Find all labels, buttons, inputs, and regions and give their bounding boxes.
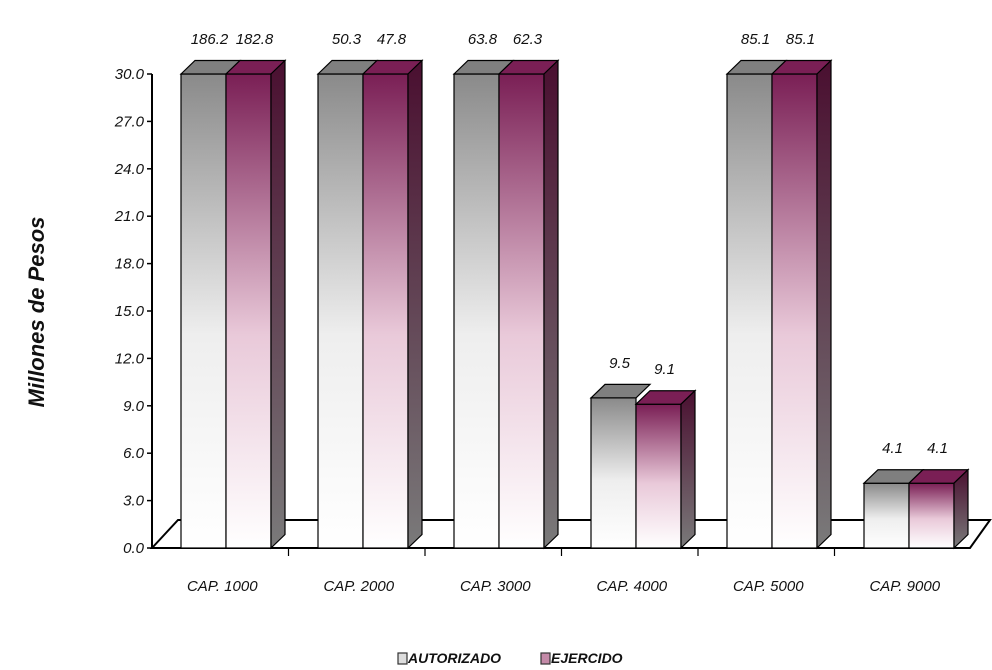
labels-layer: 186.2 182.8 50.3 47.8 63.8 62.3 9.5 9.1 85.1 85.1… xyxy=(191,31,948,457)
y-tick-label: 15.0 xyxy=(115,303,145,320)
x-tick-label: CAP. 4000 xyxy=(596,578,667,595)
x-tick-label: CAP. 2000 xyxy=(323,578,394,595)
bar xyxy=(634,389,697,550)
legend-label-ejercido: EJERCIDO xyxy=(551,650,623,666)
y-tick-label: 27.0 xyxy=(114,113,145,130)
data-label: 9.1 xyxy=(654,361,675,378)
bar xyxy=(179,59,242,549)
bar-side xyxy=(953,468,969,550)
bar xyxy=(770,59,833,550)
bar-front xyxy=(863,482,910,549)
bar-front xyxy=(908,482,955,549)
y-axis-label: Millones de Pesos xyxy=(24,217,49,408)
data-label: 4.1 xyxy=(927,440,948,457)
bar-front xyxy=(726,73,773,549)
bar xyxy=(452,59,515,549)
bar xyxy=(907,468,970,550)
bar-front xyxy=(225,73,272,549)
x-tick-label: CAP. 9000 xyxy=(869,578,940,595)
bar xyxy=(316,59,379,549)
data-label: 85.1 xyxy=(741,31,770,48)
y-tick-label: 21.0 xyxy=(114,208,145,225)
bar-top xyxy=(589,383,652,399)
y-tick-label: 0.0 xyxy=(123,540,145,557)
data-label: 50.3 xyxy=(332,31,362,48)
bar-front xyxy=(317,73,364,549)
bar-front xyxy=(771,73,818,549)
x-tick-label: CAP. 5000 xyxy=(733,578,804,595)
bar xyxy=(497,59,560,550)
x-tick-label: CAP. 3000 xyxy=(460,578,531,595)
bar xyxy=(862,469,925,549)
y-tick-label: 9.0 xyxy=(123,398,145,415)
data-label: 182.8 xyxy=(236,31,274,48)
bar-side xyxy=(816,59,832,550)
data-label: 4.1 xyxy=(882,440,903,457)
y-tick-label: 30.0 xyxy=(115,66,145,83)
legend-label-autorizado: AUTORIZADO xyxy=(407,650,501,666)
bar-front xyxy=(635,403,682,549)
bar xyxy=(224,59,287,550)
bar-front xyxy=(362,73,409,549)
bar xyxy=(589,383,652,549)
y-tick-label: 6.0 xyxy=(123,445,145,462)
legend-swatch-ejercido xyxy=(540,652,551,665)
y-tick-label: 18.0 xyxy=(115,256,145,273)
legend: AUTORIZADO EJERCIDO xyxy=(397,650,623,666)
bar-side xyxy=(270,59,286,550)
bar-front xyxy=(590,397,637,549)
bar xyxy=(361,59,424,550)
bar-side xyxy=(543,59,559,550)
bar-side xyxy=(680,389,696,550)
y-tick-label: 3.0 xyxy=(123,493,145,510)
bar-front xyxy=(498,73,545,549)
y-tick-label: 24.0 xyxy=(114,161,145,178)
data-label: 9.5 xyxy=(609,355,631,372)
bars-layer xyxy=(179,59,970,550)
data-label: 85.1 xyxy=(786,31,815,48)
bar-front xyxy=(453,73,500,549)
data-label: 47.8 xyxy=(377,31,407,48)
bar-side xyxy=(407,59,423,550)
data-label: 62.3 xyxy=(513,31,543,48)
data-label: 63.8 xyxy=(468,31,498,48)
bar xyxy=(725,59,788,549)
y-tick-label: 12.0 xyxy=(115,350,145,367)
data-label: 186.2 xyxy=(191,31,229,48)
legend-swatch-autorizado xyxy=(397,652,408,665)
x-tick-label: CAP. 1000 xyxy=(187,578,258,595)
bar-front xyxy=(180,73,227,549)
